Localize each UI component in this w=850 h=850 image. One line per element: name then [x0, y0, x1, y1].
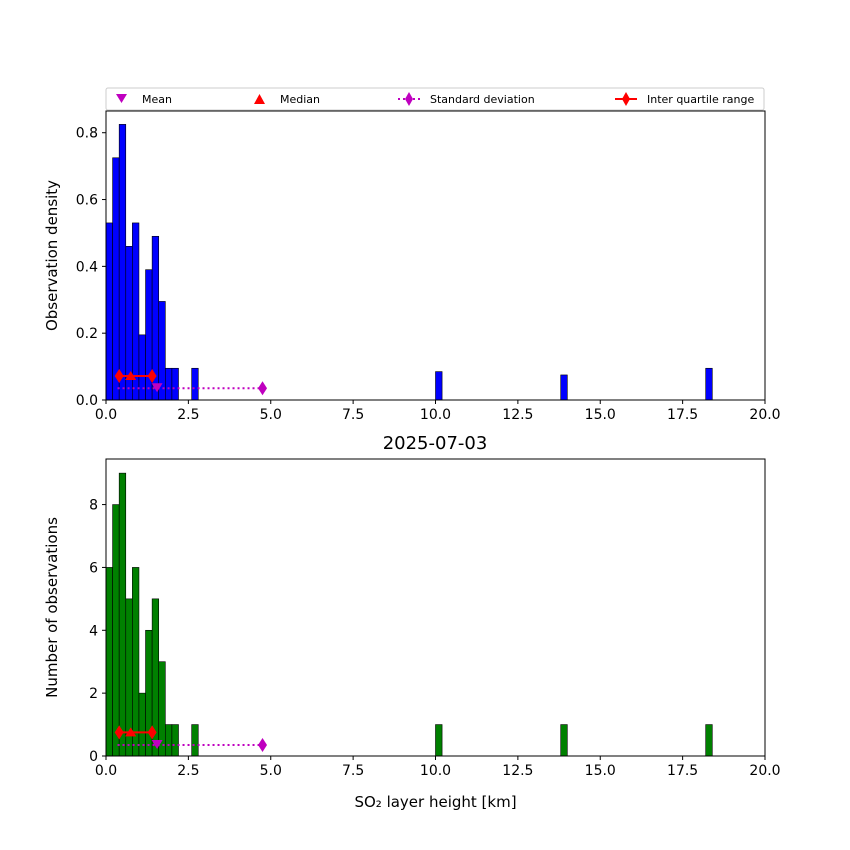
iqr-upper-marker	[147, 725, 157, 740]
mean-marker	[151, 740, 163, 749]
density-y-tick-label: 0.2	[76, 326, 98, 342]
density-plot-frame	[105, 110, 766, 401]
count-x-tick-label: 2.5	[177, 763, 199, 779]
count-x-tick-label: 17.5	[667, 763, 698, 779]
median-marker-icon	[254, 94, 265, 104]
count-histogram-panel: 0.0 2.5 5.0 7.5 10.0 12.5 15.0 17.5 20.0 0 2 4 6 8 N…	[43, 458, 781, 811]
count-y-tick-label: 4	[89, 623, 98, 639]
density-y-tick-label: 0.6	[76, 193, 98, 209]
legend-item-median: Median	[254, 93, 320, 106]
chart-date-title: 2025-07-03	[383, 433, 488, 454]
density-stat-markers	[114, 368, 268, 396]
density-y-tick-label: 0.4	[76, 259, 98, 275]
legend: Mean Median Standard deviation Inter qua…	[105, 87, 765, 111]
count-y-axis-label: Number of observations	[43, 517, 61, 698]
count-bar	[165, 724, 173, 757]
iqr-marker-icon	[622, 92, 630, 106]
density-x-tick-label: 15.0	[585, 407, 616, 423]
legend-label-median: Median	[280, 93, 320, 106]
count-x-ticks: 0.0 2.5 5.0 7.5 10.0 12.5 15.0 17.5 20.0	[95, 756, 781, 779]
count-y-tick-label: 0	[89, 749, 98, 765]
density-x-tick-label: 20.0	[749, 407, 780, 423]
count-bars	[105, 472, 713, 757]
legend-label-mean: Mean	[142, 93, 172, 106]
count-bar	[191, 724, 199, 757]
iqr-lower-marker	[114, 725, 124, 740]
iqr-upper-marker	[147, 368, 157, 383]
count-x-axis-label: SO₂ layer height [km]	[354, 793, 516, 811]
count-y-ticks: 0 2 4 6 8	[89, 498, 106, 765]
std-upper-marker	[258, 381, 268, 396]
density-bar	[112, 157, 120, 401]
density-bar	[105, 222, 113, 401]
density-bar	[705, 367, 713, 401]
count-x-tick-label: 0.0	[95, 763, 117, 779]
count-x-tick-label: 5.0	[260, 763, 282, 779]
density-bar	[560, 374, 568, 401]
density-y-tick-label: 0.0	[76, 393, 98, 409]
density-x-tick-label: 0.0	[95, 407, 117, 423]
count-bar	[118, 472, 127, 757]
count-bar	[138, 692, 146, 757]
density-y-ticks: 0.0 0.2 0.4 0.6 0.8	[76, 126, 106, 409]
count-y-tick-label: 2	[89, 686, 98, 702]
density-bar	[118, 124, 127, 401]
count-x-tick-label: 15.0	[585, 763, 616, 779]
count-x-tick-label: 20.0	[749, 763, 780, 779]
median-marker	[125, 370, 137, 380]
count-bar	[560, 724, 568, 757]
count-bar	[705, 724, 713, 757]
count-x-tick-label: 7.5	[342, 763, 364, 779]
legend-item-iqr: Inter quartile range	[615, 92, 754, 106]
count-bar	[171, 724, 179, 757]
median-marker	[125, 727, 137, 737]
density-y-tick-label: 0.8	[76, 126, 98, 142]
density-x-tick-label: 2.5	[177, 407, 199, 423]
count-bar	[132, 567, 140, 757]
std-marker-icon	[405, 92, 413, 106]
density-x-tick-label: 7.5	[342, 407, 364, 423]
count-x-tick-label: 10.0	[420, 763, 451, 779]
density-x-tick-label: 10.0	[420, 407, 451, 423]
density-bars	[105, 124, 713, 401]
density-bar	[171, 367, 179, 401]
legend-frame	[105, 87, 765, 111]
density-histogram-panel: 0.0 2.5 5.0 7.5 10.0 12.5 15.0 17.5 20.0 0.00.20…	[43, 110, 781, 423]
iqr-lower-marker	[114, 368, 124, 383]
density-bar	[435, 371, 443, 401]
density-bar	[132, 222, 140, 401]
density-y-axis-label: Observation density	[43, 180, 61, 331]
count-bar	[112, 504, 120, 757]
mean-marker	[151, 383, 163, 393]
count-y-tick-label: 6	[89, 560, 98, 576]
density-x-tick-label: 17.5	[667, 407, 698, 423]
count-bar	[105, 567, 113, 757]
legend-label-std: Standard deviation	[430, 93, 535, 106]
density-x-tick-label: 12.5	[502, 407, 533, 423]
count-bar	[435, 724, 443, 757]
legend-item-std: Standard deviation	[398, 92, 535, 106]
legend-item-mean: Mean	[116, 93, 172, 106]
mean-marker-icon	[116, 94, 127, 103]
density-x-ticks: 0.0 2.5 5.0 7.5 10.0 12.5 15.0 17.5 20.0	[95, 400, 781, 423]
count-plot-frame	[105, 458, 766, 757]
count-y-tick-label: 8	[89, 498, 98, 514]
density-bar	[165, 367, 173, 401]
count-x-tick-label: 12.5	[502, 763, 533, 779]
density-bar	[138, 334, 146, 401]
density-x-tick-label: 5.0	[260, 407, 282, 423]
std-upper-marker	[258, 738, 268, 752]
count-stat-markers	[114, 725, 268, 752]
legend-label-iqr: Inter quartile range	[647, 93, 754, 106]
density-bar	[191, 367, 199, 401]
